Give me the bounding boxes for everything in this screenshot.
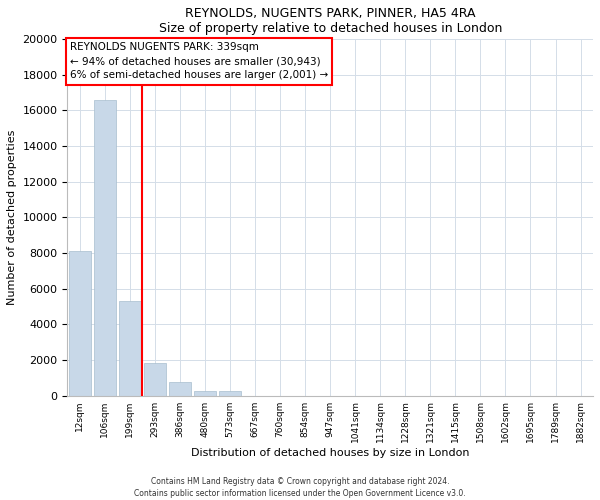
Bar [119, 301, 141, 396]
Bar [169, 382, 191, 396]
Bar [194, 390, 216, 396]
Bar [219, 391, 241, 396]
Text: REYNOLDS NUGENTS PARK: 339sqm
← 94% of detached houses are smaller (30,943)
6% o: REYNOLDS NUGENTS PARK: 339sqm ← 94% of d… [70, 42, 328, 80]
Bar [144, 362, 166, 396]
Title: REYNOLDS, NUGENTS PARK, PINNER, HA5 4RA
Size of property relative to detached ho: REYNOLDS, NUGENTS PARK, PINNER, HA5 4RA … [158, 7, 502, 35]
Y-axis label: Number of detached properties: Number of detached properties [7, 130, 17, 305]
Bar [68, 251, 91, 396]
X-axis label: Distribution of detached houses by size in London: Distribution of detached houses by size … [191, 448, 469, 458]
Bar [94, 100, 116, 396]
Text: Contains HM Land Registry data © Crown copyright and database right 2024.
Contai: Contains HM Land Registry data © Crown c… [134, 476, 466, 498]
